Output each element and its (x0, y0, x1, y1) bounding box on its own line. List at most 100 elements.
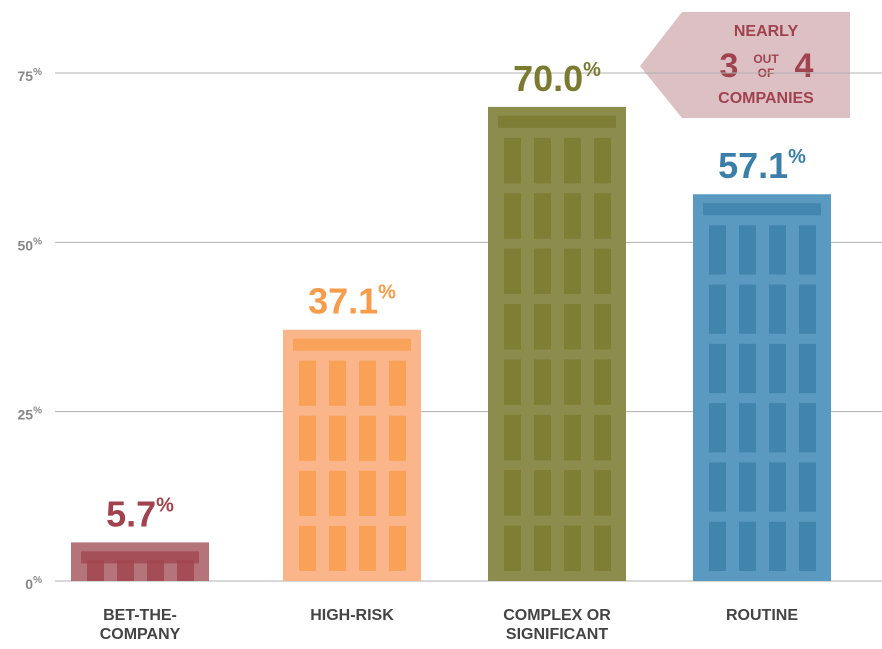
window (504, 414, 521, 461)
window (564, 248, 581, 295)
window (799, 462, 816, 512)
building-roof (81, 551, 199, 564)
window (299, 360, 316, 406)
window (799, 225, 816, 275)
building-roof (498, 115, 616, 128)
window (769, 462, 786, 512)
window (299, 470, 316, 516)
window (329, 415, 346, 461)
callout-text: NEARLY (734, 23, 799, 40)
window (299, 415, 316, 461)
window (359, 525, 376, 571)
window (359, 415, 376, 461)
y-tick-label: 25% (18, 405, 43, 422)
callout-text: OUT (753, 52, 779, 66)
window (389, 415, 406, 461)
window (594, 137, 611, 184)
window (799, 403, 816, 453)
window (709, 521, 726, 571)
window (534, 137, 551, 184)
x-tick-label: ROUTINE (726, 607, 798, 624)
window (739, 462, 756, 512)
window (594, 193, 611, 239)
callout: NEARLY 3 OUT OF 4 COMPANIES (718, 23, 814, 107)
window (534, 470, 551, 516)
window (709, 225, 726, 275)
window (359, 360, 376, 406)
building-roof (293, 338, 411, 351)
window (504, 137, 521, 184)
window (87, 560, 104, 581)
window (709, 343, 726, 394)
window (504, 470, 521, 516)
window (594, 248, 611, 295)
window (769, 521, 786, 571)
x-tick-label: HIGH-RISK (310, 607, 394, 624)
window (709, 403, 726, 453)
window (799, 284, 816, 334)
value-label: 5.7% (106, 493, 174, 534)
window (769, 343, 786, 394)
window (739, 343, 756, 394)
window (534, 414, 551, 461)
window (594, 359, 611, 405)
window (739, 403, 756, 453)
window (177, 560, 194, 581)
window (329, 525, 346, 571)
window (389, 470, 406, 516)
value-label: 57.1% (718, 145, 806, 186)
window (534, 304, 551, 350)
window (534, 193, 551, 239)
window (564, 414, 581, 461)
window (564, 470, 581, 516)
x-tick-label: BET-THE-COMPANY (99, 607, 181, 643)
window (709, 462, 726, 512)
window (564, 137, 581, 184)
y-tick-label: 50% (18, 236, 43, 253)
window (534, 248, 551, 295)
window (739, 225, 756, 275)
window (389, 360, 406, 406)
window (769, 225, 786, 275)
window (329, 360, 346, 406)
y-tick-label: 75% (18, 67, 43, 84)
window (799, 343, 816, 394)
window (504, 193, 521, 239)
window (534, 359, 551, 405)
window (564, 525, 581, 571)
window (504, 359, 521, 405)
building-roof (703, 203, 821, 216)
window (564, 304, 581, 350)
window (769, 403, 786, 453)
callout-arrow (640, 12, 850, 118)
window (504, 304, 521, 350)
window (564, 193, 581, 239)
x-tick-label: COMPLEX OR SIGNIFICANT (503, 607, 611, 643)
window (594, 525, 611, 571)
window (769, 284, 786, 334)
window (117, 560, 134, 581)
window (739, 521, 756, 571)
window (147, 560, 164, 581)
y-tick-label: 0% (25, 575, 42, 592)
window (594, 304, 611, 350)
window (504, 248, 521, 295)
window (739, 284, 756, 334)
window (329, 470, 346, 516)
window (504, 525, 521, 571)
value-label: 37.1% (308, 280, 396, 321)
window (299, 525, 316, 571)
callout-number: 4 (795, 47, 814, 85)
window (359, 470, 376, 516)
window (564, 359, 581, 405)
value-label: 70.0% (513, 57, 601, 98)
window (594, 470, 611, 516)
window (594, 414, 611, 461)
window (389, 525, 406, 571)
window (534, 525, 551, 571)
window (799, 521, 816, 571)
callout-text: COMPANIES (718, 90, 814, 107)
window (709, 284, 726, 334)
